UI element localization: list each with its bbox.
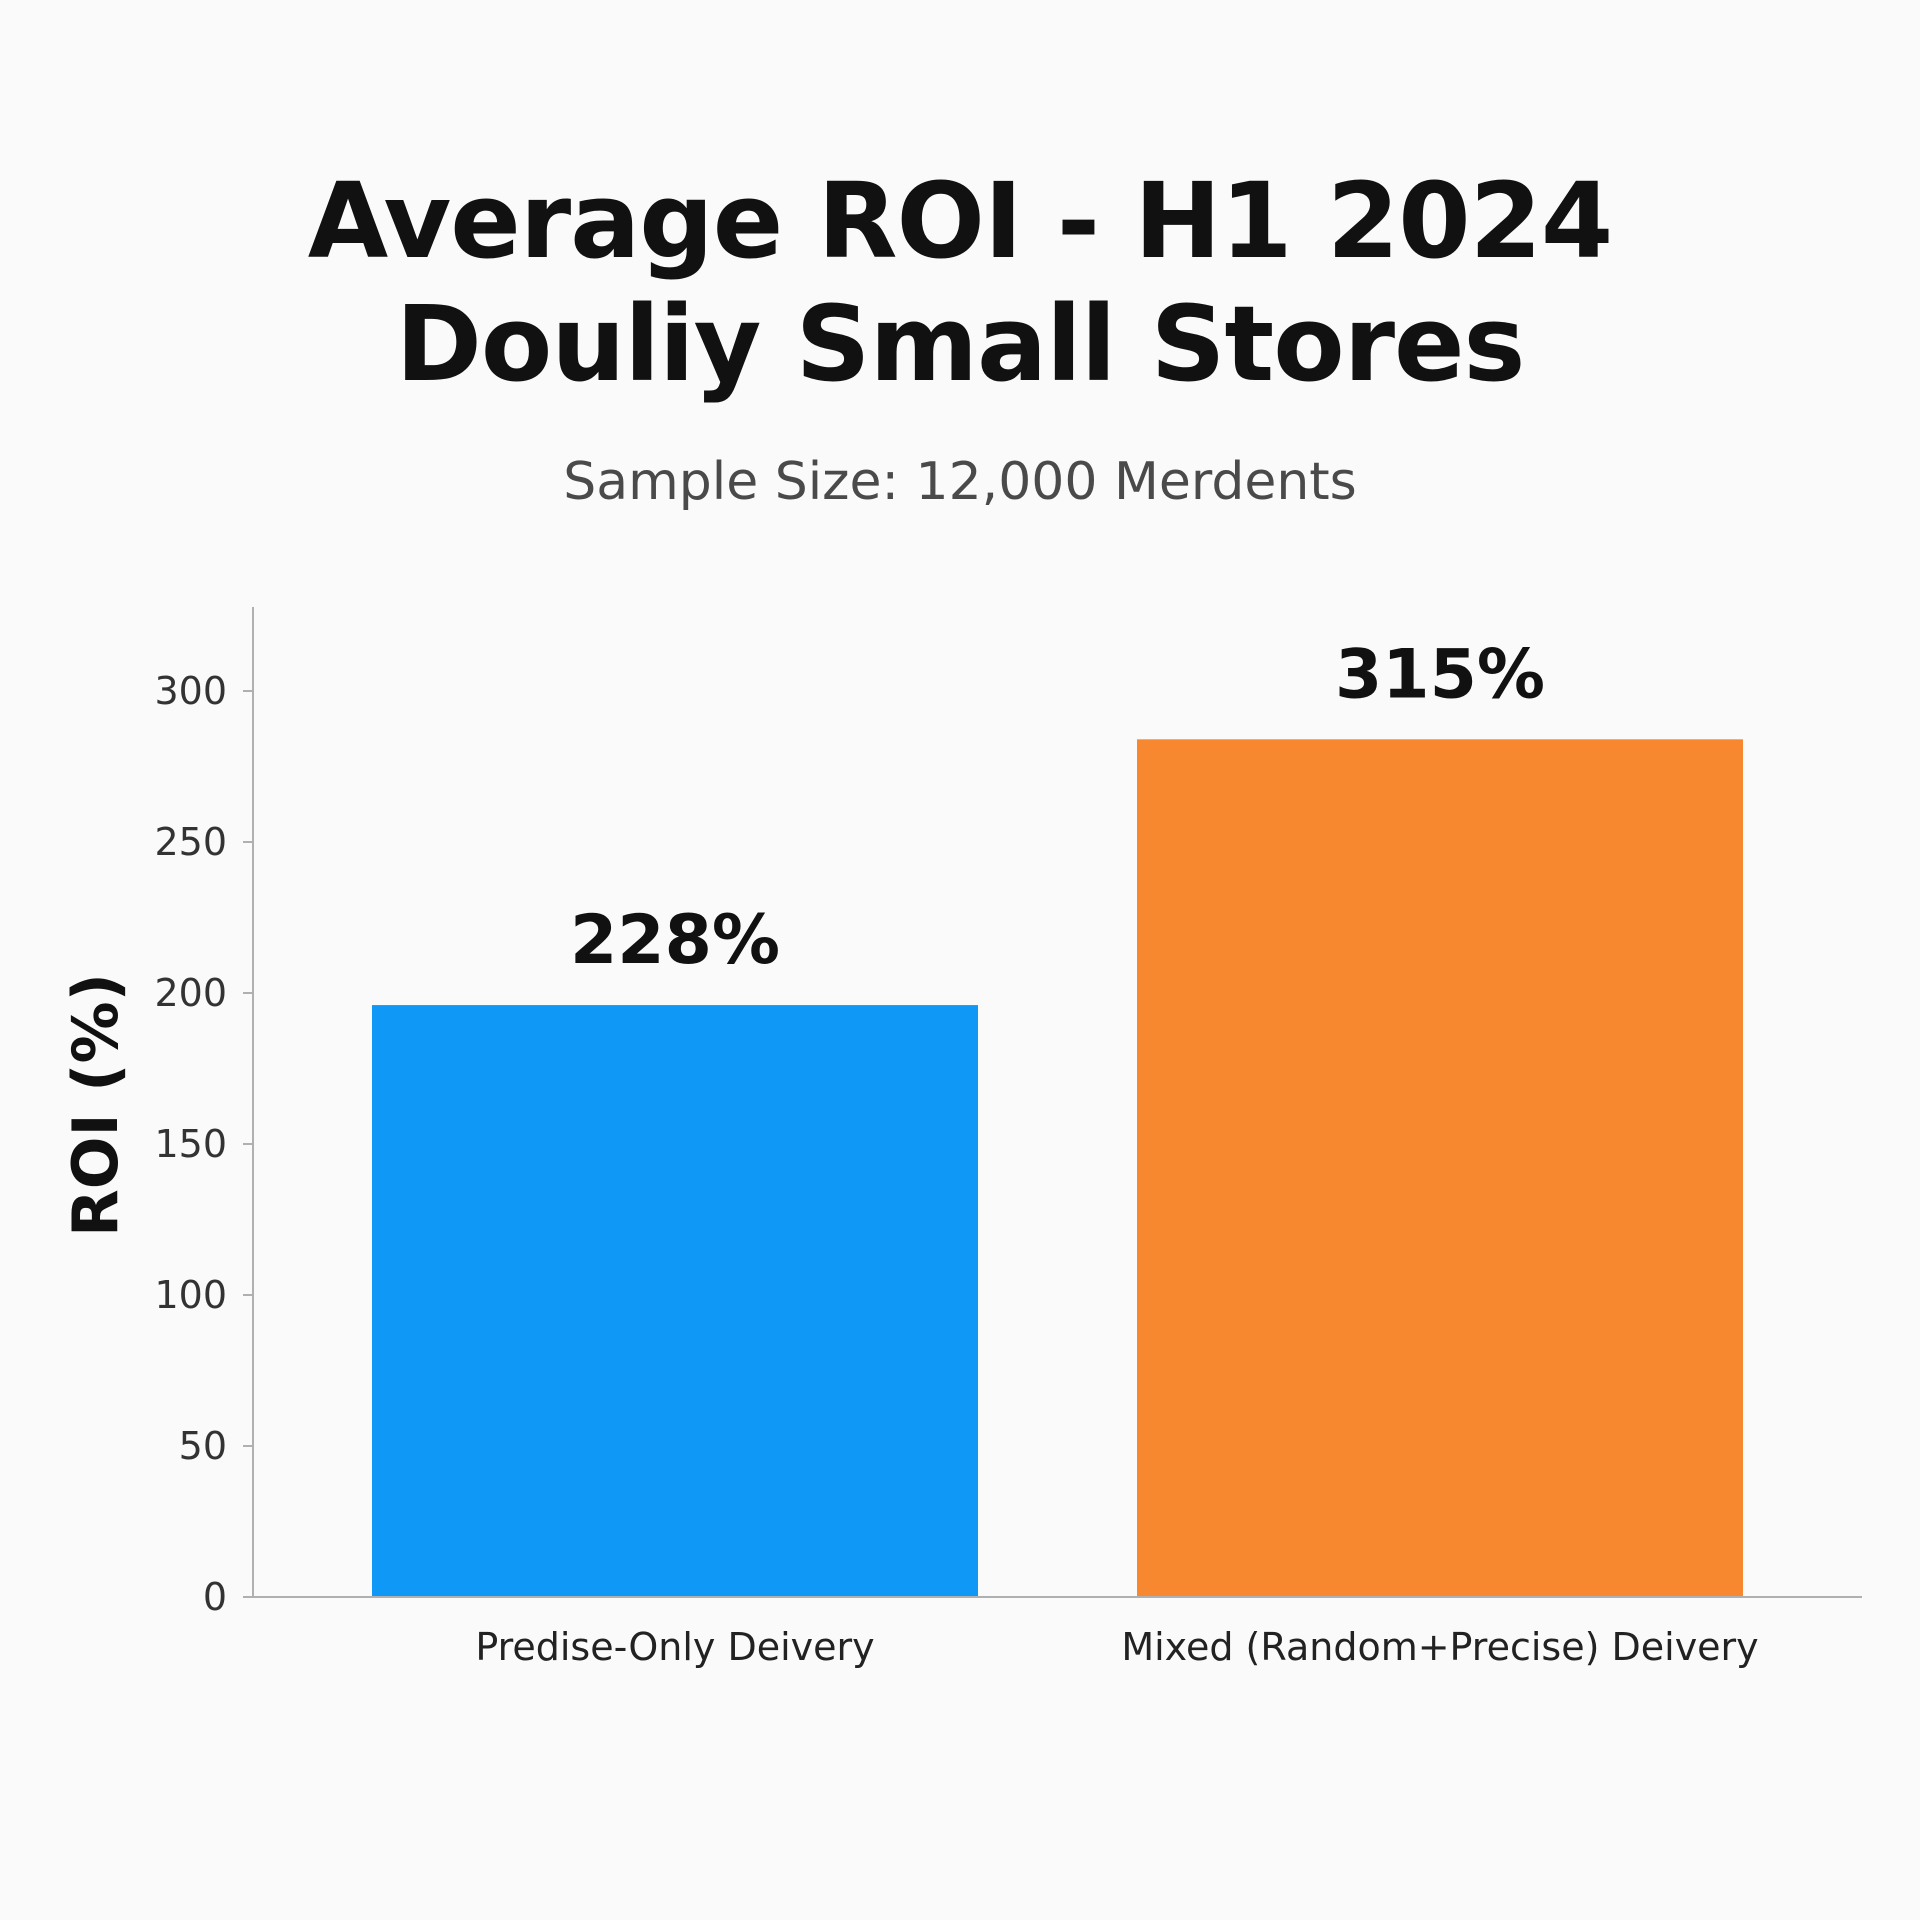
y-axis-title: ROI (%) [59, 973, 132, 1237]
y-tick-label: 250 [154, 820, 227, 864]
bar-1 [372, 1005, 978, 1597]
chart-subtitle: Sample Size: 12,000 Merdents [563, 452, 1357, 512]
bar-2 [1137, 739, 1743, 1597]
y-tick-label: 300 [154, 669, 227, 713]
y-tick-label: 100 [154, 1273, 227, 1317]
y-tick-label: 150 [154, 1122, 227, 1166]
y-axis-ticks: 0 50 100 150 200 250 300 [154, 669, 253, 1619]
chart-title-line-2: Douliy Small Stores [395, 283, 1526, 405]
data-label-2: 315% [1335, 635, 1545, 714]
category-label-2: Mixed (Random+Precise) Deivery [1121, 1625, 1758, 1669]
chart-title-line-1: Average ROI - H1 2024 [307, 160, 1614, 282]
category-labels: Predise-Only Deivery Mixed (Random+Precis… [475, 1625, 1758, 1669]
y-tick-label: 50 [179, 1424, 227, 1468]
y-tick-label: 0 [203, 1575, 227, 1619]
data-labels: 228% 315% [570, 635, 1545, 980]
category-label-1: Predise-Only Deivery [475, 1625, 874, 1669]
data-label-1: 228% [570, 901, 780, 980]
bars [372, 739, 1743, 1597]
y-tick-label: 200 [154, 971, 227, 1015]
